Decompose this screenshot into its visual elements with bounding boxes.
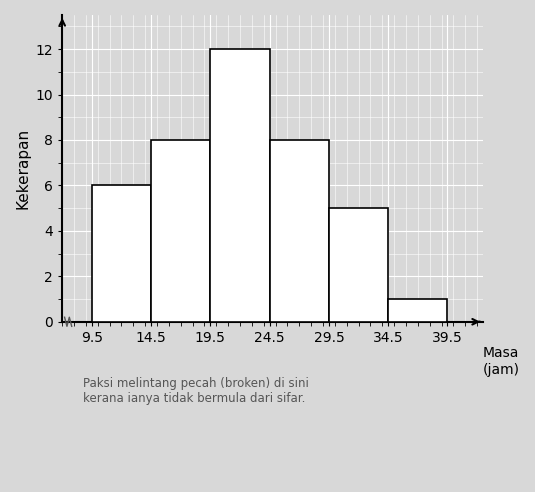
Bar <box>92 185 151 322</box>
Text: Paksi melintang pecah (broken) di sini
kerana ianya tidak bermula dari sifar.: Paksi melintang pecah (broken) di sini k… <box>83 377 309 405</box>
Y-axis label: Kekerapan: Kekerapan <box>15 128 30 209</box>
Bar <box>151 140 210 322</box>
Text: Masa
(jam): Masa (jam) <box>483 346 520 376</box>
Bar <box>270 140 329 322</box>
Bar <box>329 208 388 322</box>
Bar <box>388 299 447 322</box>
Bar <box>210 49 270 322</box>
